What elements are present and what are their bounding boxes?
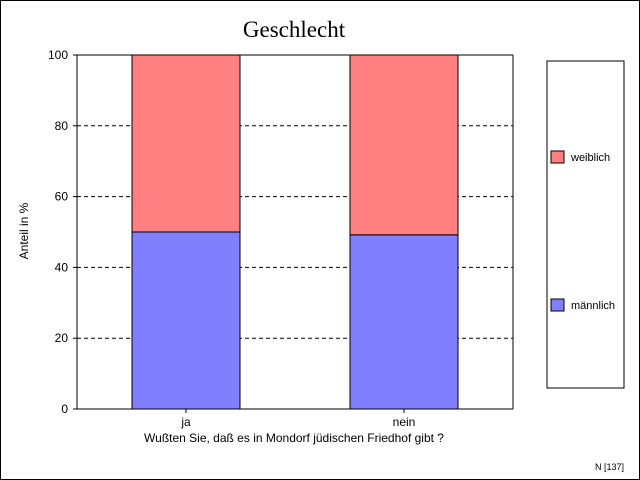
axes (76, 54, 514, 410)
y-tick-label: 40 (55, 260, 69, 274)
x-tick-label: ja (180, 415, 191, 429)
y-axis-label: Anteil in % (17, 202, 31, 259)
legend-label: männlich (571, 300, 615, 312)
y-axis-ticks: 0 20 40 60 80 100 (48, 48, 77, 416)
bar-segment (349, 234, 459, 410)
y-tick-label: 0 (61, 402, 68, 416)
legend-swatch (550, 150, 565, 164)
x-axis-ticks: ja nein (180, 409, 415, 429)
sample-size-note: N [137] (595, 462, 624, 472)
bars (131, 54, 459, 410)
y-tick-label: 80 (55, 119, 69, 133)
bar-segment (349, 54, 459, 236)
legend-label: weiblich (570, 152, 610, 164)
bar-segment (131, 231, 241, 410)
legend-box (546, 60, 625, 389)
x-tick-label: nein (393, 415, 416, 429)
y-tick-label: 20 (55, 331, 69, 345)
y-tick-label: 60 (55, 190, 69, 204)
chart-title: Geschlecht (243, 17, 346, 42)
x-axis-label: Wußten Sie, daß es in Mondorf jüdischen … (144, 431, 444, 445)
legend-swatch (550, 298, 565, 312)
y-tick-label: 100 (48, 48, 68, 62)
legend: weiblich männlich (546, 60, 625, 389)
bar-segment (131, 54, 241, 233)
